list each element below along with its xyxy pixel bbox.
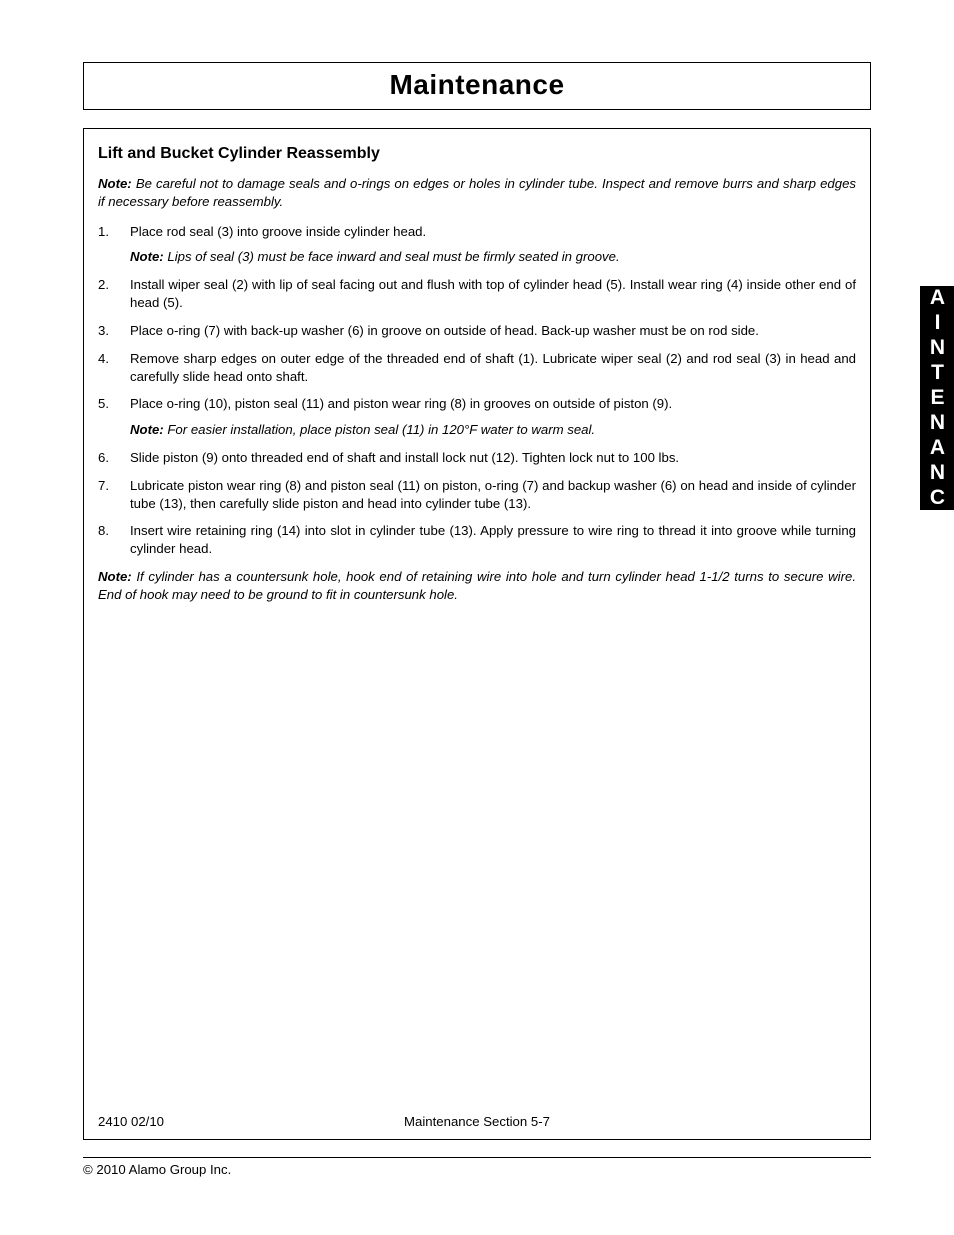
step-item: Place o-ring (10), piston seal (11) and … <box>98 395 856 439</box>
step-text: Place rod seal (3) into groove inside cy… <box>130 224 426 239</box>
page-title: Maintenance <box>84 69 870 101</box>
step-text: Remove sharp edges on outer edge of the … <box>130 351 856 384</box>
section-heading: Lift and Bucket Cylinder Reassembly <box>98 145 856 163</box>
note-label: Note: <box>98 176 132 191</box>
side-tab: MAINTENANCE <box>920 286 954 510</box>
subnote-text: For easier installation, place piston se… <box>167 422 595 437</box>
page-frame: Maintenance Lift and Bucket Cylinder Rea… <box>83 62 871 1152</box>
footer-rule <box>83 1157 871 1158</box>
step-text: Insert wire retaining ring (14) into slo… <box>130 523 856 556</box>
step-text: Place o-ring (7) with back-up washer (6)… <box>130 323 759 338</box>
copyright: © 2010 Alamo Group Inc. <box>83 1162 231 1177</box>
step-subnote: Note: For easier installation, place pis… <box>130 421 856 439</box>
step-item: Insert wire retaining ring (14) into slo… <box>98 522 856 558</box>
steps-list: Place rod seal (3) into groove inside cy… <box>98 223 856 558</box>
intro-note: Note: Be careful not to damage seals and… <box>98 175 856 211</box>
step-text: Slide piston (9) onto threaded end of sh… <box>130 450 679 465</box>
step-item: Place o-ring (7) with back-up washer (6)… <box>98 322 856 340</box>
step-text: Install wiper seal (2) with lip of seal … <box>130 277 856 310</box>
step-text: Place o-ring (10), piston seal (11) and … <box>130 396 672 411</box>
footer-row: 2410 02/10 Maintenance Section 5-7 <box>98 1114 856 1129</box>
step-text: Lubricate piston wear ring (8) and pisto… <box>130 478 856 511</box>
step-subnote: Note: Lips of seal (3) must be face inwa… <box>130 248 856 266</box>
intro-note-text: Be careful not to damage seals and o-rin… <box>98 176 856 209</box>
content-box: Lift and Bucket Cylinder Reassembly Note… <box>83 128 871 1140</box>
note-label: Note: <box>130 249 164 264</box>
step-item: Lubricate piston wear ring (8) and pisto… <box>98 477 856 513</box>
note-label: Note: <box>130 422 164 437</box>
end-note-text: If cylinder has a countersunk hole, hook… <box>98 569 856 602</box>
step-item: Remove sharp edges on outer edge of the … <box>98 350 856 386</box>
step-item: Slide piston (9) onto threaded end of sh… <box>98 449 856 467</box>
end-note: Note: If cylinder has a countersunk hole… <box>98 568 856 604</box>
title-box: Maintenance <box>83 62 871 110</box>
note-label: Note: <box>98 569 132 584</box>
step-item: Install wiper seal (2) with lip of seal … <box>98 276 856 312</box>
step-item: Place rod seal (3) into groove inside cy… <box>98 223 856 267</box>
footer-center: Maintenance Section 5-7 <box>98 1114 856 1129</box>
subnote-text: Lips of seal (3) must be face inward and… <box>167 249 619 264</box>
